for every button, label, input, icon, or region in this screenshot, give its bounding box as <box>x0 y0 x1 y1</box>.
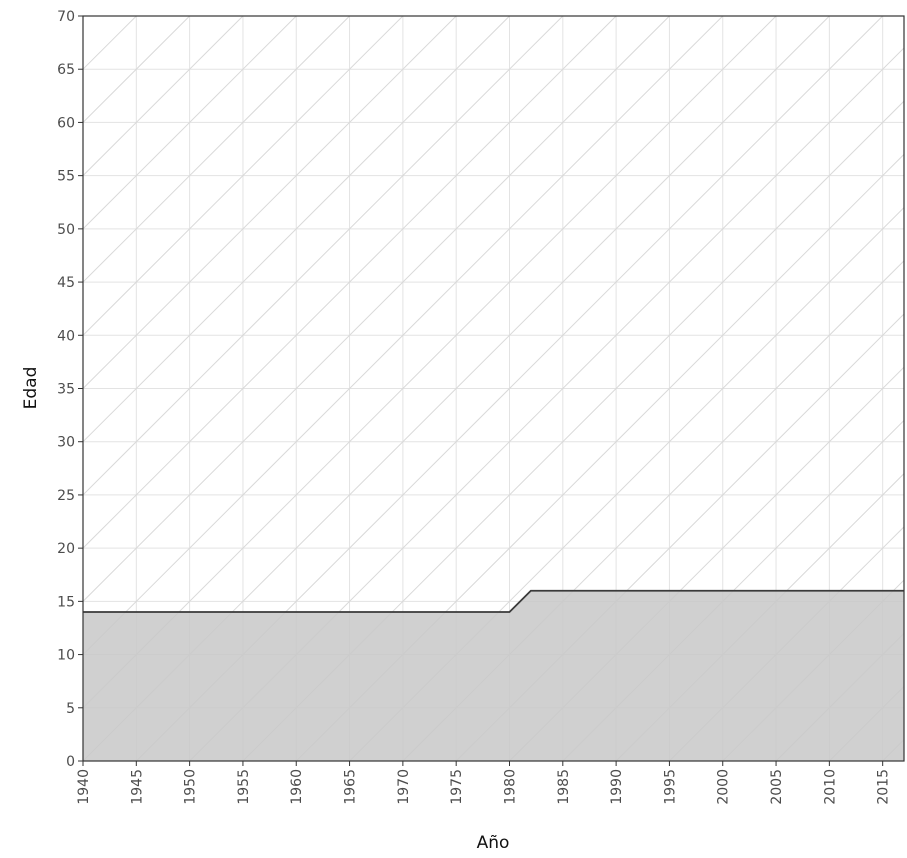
x-tick-label: 1955 <box>236 769 252 805</box>
y-tick-label: 30 <box>57 435 75 451</box>
diagonal-guide-line <box>83 16 564 496</box>
x-tick-label: 1985 <box>556 769 572 805</box>
y-tick-label: 20 <box>57 541 75 557</box>
x-tick-label: 1960 <box>289 769 305 805</box>
x-tick-label: 2015 <box>876 769 892 805</box>
y-axis: 0 5 10 15 20 25 30 35 40 45 50 55 60 65 70 <box>57 9 83 770</box>
x-axis-title: Año <box>477 833 510 853</box>
x-tick-label: 1990 <box>609 769 625 805</box>
x-tick-label: 1950 <box>183 769 199 805</box>
y-tick-label: 15 <box>57 594 75 610</box>
y-tick-label: 40 <box>57 328 75 344</box>
x-tick-label: 1940 <box>76 769 92 805</box>
diagonal-guide-line <box>83 16 457 390</box>
x-tick-label: 2005 <box>769 769 785 805</box>
series-line <box>83 589 904 613</box>
diagonal-guide-line <box>83 16 297 230</box>
y-tick-label: 25 <box>57 488 75 504</box>
y-tick-label: 50 <box>57 222 75 238</box>
diagonal-guide-line <box>83 16 617 549</box>
x-tick-label: 2010 <box>822 769 838 805</box>
y-tick-label: 55 <box>57 169 75 185</box>
y-tick-label: 0 <box>66 754 75 770</box>
diagonal-guide-line <box>83 16 404 336</box>
series-area <box>83 590 904 761</box>
y-tick-label: 35 <box>57 382 75 398</box>
y-tick-label: 60 <box>57 115 75 131</box>
y-tick-label: 65 <box>57 62 75 78</box>
x-tick-label: 2000 <box>716 769 732 805</box>
y-tick-label: 5 <box>66 701 75 717</box>
series-layer <box>83 589 904 761</box>
y-axis-title: Edad <box>21 367 41 410</box>
x-tick-label: 1975 <box>449 769 465 805</box>
x-tick-label: 1980 <box>502 769 518 805</box>
x-tick-label: 1995 <box>662 769 678 805</box>
x-tick-label: 1945 <box>129 769 145 805</box>
diagonal-guide-line <box>83 16 244 177</box>
diagonal-guide-line <box>83 16 670 603</box>
x-axis: 1940 1945 1950 1955 1960 1965 1970 1975 1980 1985… <box>76 761 892 805</box>
diagonal-guide-line <box>83 16 350 283</box>
diagonal-guide-line <box>83 16 510 443</box>
y-tick-label: 45 <box>57 275 75 291</box>
y-tick-label: 70 <box>57 9 75 25</box>
x-tick-label: 1970 <box>396 769 412 805</box>
x-tick-label: 1965 <box>343 769 359 805</box>
y-tick-label: 10 <box>57 648 75 664</box>
